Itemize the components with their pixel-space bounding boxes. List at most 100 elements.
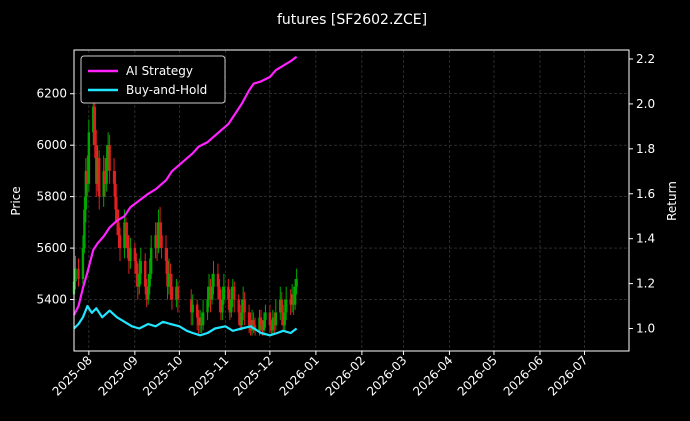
ai-strategy-line [73, 55, 298, 316]
candle-body [144, 260, 147, 287]
candle-body [191, 304, 194, 313]
candle-body [258, 317, 261, 331]
y-tick-label-left: 5400 [36, 293, 67, 307]
chart-title: futures [SF2602.ZCE] [277, 12, 427, 28]
candle-body [207, 286, 211, 300]
candle-body [169, 273, 172, 287]
line-series [73, 55, 298, 337]
candle-body [106, 145, 110, 159]
candle-body [135, 260, 138, 274]
candle-body [117, 222, 120, 236]
candle-body [243, 299, 246, 313]
candle-body [212, 273, 215, 287]
candle-body [86, 170, 89, 184]
candle-body [273, 317, 276, 326]
candle-body [271, 317, 275, 331]
candle-body [270, 325, 273, 331]
candle-body [136, 273, 140, 287]
candle-body [279, 299, 282, 313]
x-tick-label: 2025-09 [96, 353, 141, 398]
x-tick-label: 2026-07 [545, 353, 590, 398]
candle-body [209, 286, 212, 300]
x-tick-label: 2026-04 [410, 353, 455, 398]
candle-body [87, 132, 91, 184]
candle-body [274, 312, 278, 326]
candle-body [230, 299, 233, 313]
candle-body [239, 312, 242, 326]
y-tick-label-right: 1.4 [636, 232, 655, 246]
candle-body [247, 312, 251, 326]
x-tick-label: 2025-08 [50, 353, 95, 398]
candle-body [231, 286, 234, 300]
candle-body [280, 299, 283, 313]
candle-body [240, 312, 243, 326]
candle-body [114, 183, 117, 210]
candle-body [250, 320, 254, 331]
y-tick-label-left: 5800 [36, 190, 67, 204]
x-tick-label: 2025-10 [140, 353, 185, 398]
candle-body [227, 286, 230, 300]
candle-body [118, 235, 122, 249]
candle-body [190, 299, 193, 313]
candle-body [148, 273, 151, 287]
candle-body [249, 325, 252, 331]
y-axis-left: 5400 5600 5800 6000 6200 [36, 87, 74, 307]
candle-body [195, 304, 199, 318]
x-tick-label: 2025-12 [231, 353, 276, 398]
candle-body [175, 286, 178, 300]
candle-body [219, 299, 223, 313]
candle-body [138, 273, 141, 287]
candle-body [115, 209, 119, 223]
candle-body [253, 325, 257, 331]
candle-body [295, 278, 298, 287]
candle-body [93, 106, 96, 146]
candle-body [84, 170, 88, 210]
candle-body [198, 317, 202, 326]
x-tick-label: 2026-03 [364, 353, 409, 398]
candle-body [222, 286, 226, 300]
candle-body [233, 286, 236, 300]
candle-body [264, 312, 267, 321]
candle-body [74, 268, 77, 282]
y-tick-label-left: 6000 [36, 138, 67, 152]
candle-body [92, 106, 95, 133]
candle-body [166, 260, 169, 287]
legend-label-ai-strategy: AI Strategy [126, 64, 193, 78]
grid-lines [74, 50, 629, 351]
candle-body [81, 248, 85, 279]
candle-body [103, 170, 107, 184]
candle-body [206, 299, 209, 313]
candle-body [221, 299, 224, 313]
x-tick-label: 2026-06 [501, 353, 546, 398]
candle-body [262, 320, 266, 331]
candle-body [155, 235, 159, 249]
x-axis: 2025-08 2025-09 2025-10 2025-11 2025-12 2026-… [50, 351, 591, 399]
candle-body [112, 170, 116, 184]
candle-body [83, 209, 86, 249]
candle-body [164, 248, 168, 261]
plot-frame [73, 49, 630, 352]
candle-body [170, 286, 174, 300]
y-tick-label-right: 1.0 [636, 322, 655, 336]
y-tick-label-right: 1.2 [636, 277, 655, 291]
x-tick-label: 2026-05 [455, 353, 500, 398]
x-tick-label: 2026-02 [323, 353, 368, 398]
candle-body [96, 158, 99, 184]
candle-body [259, 317, 263, 326]
candle-body [126, 235, 129, 249]
candle-body [105, 158, 108, 184]
candle-body [285, 299, 288, 313]
candle-body [216, 273, 220, 287]
candle-body [124, 222, 128, 236]
candle-body [283, 312, 286, 326]
candle-body [228, 299, 232, 313]
y-tick-label-right: 2.2 [636, 52, 655, 66]
candle-body [167, 273, 171, 287]
candle-body [145, 286, 148, 300]
candle-body [160, 235, 163, 249]
y-tick-label-right: 2.0 [636, 97, 655, 111]
candle-body [149, 248, 153, 274]
y-tick-label-right: 1.8 [636, 142, 655, 156]
candle-body [133, 248, 137, 261]
